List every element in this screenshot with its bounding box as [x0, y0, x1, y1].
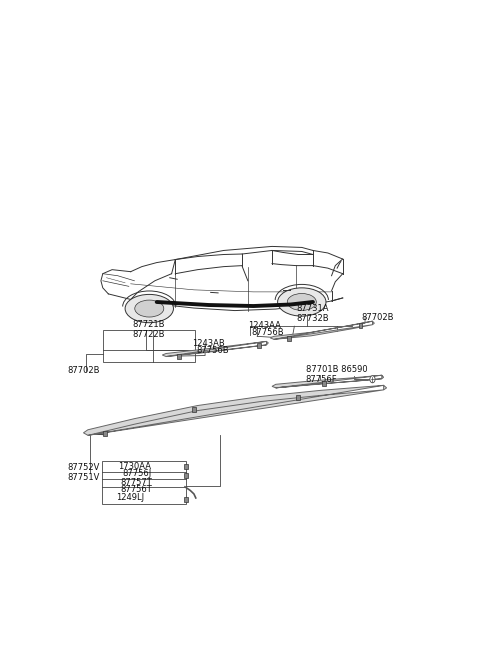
Text: 1243AB: 1243AB — [192, 339, 225, 348]
Text: 87756B: 87756B — [252, 328, 284, 337]
Text: 87702B: 87702B — [67, 366, 100, 375]
Bar — [296, 395, 300, 400]
Bar — [257, 343, 261, 348]
Bar — [177, 354, 181, 359]
Bar — [184, 464, 188, 469]
Ellipse shape — [277, 288, 326, 316]
Text: 1730AA: 1730AA — [118, 462, 151, 470]
Text: 1249LJ: 1249LJ — [117, 493, 144, 502]
Text: 87756T: 87756T — [120, 485, 152, 495]
Ellipse shape — [125, 295, 173, 323]
Text: 87731A
87732B: 87731A 87732B — [296, 304, 329, 323]
Bar — [287, 336, 290, 341]
Text: 1243AA: 1243AA — [248, 321, 281, 330]
Text: 87701B 86590
87756F: 87701B 86590 87756F — [305, 365, 367, 384]
Bar — [322, 380, 326, 386]
Polygon shape — [270, 321, 374, 339]
Text: 87721B
87722B: 87721B 87722B — [132, 319, 165, 339]
Polygon shape — [272, 375, 384, 388]
Text: 87757T: 87757T — [120, 478, 152, 487]
Polygon shape — [162, 341, 268, 357]
Bar — [184, 497, 188, 502]
Text: 87702B: 87702B — [361, 313, 394, 322]
Bar — [184, 473, 188, 478]
Bar — [103, 431, 107, 436]
Polygon shape — [84, 385, 386, 436]
Text: 87756B: 87756B — [196, 346, 229, 355]
Ellipse shape — [135, 300, 164, 317]
Ellipse shape — [288, 293, 316, 310]
Bar — [192, 407, 196, 411]
Text: 87756J: 87756J — [122, 469, 152, 478]
Text: 87752V
87751V: 87752V 87751V — [67, 463, 100, 482]
Bar — [103, 330, 195, 361]
Bar — [102, 461, 186, 504]
Circle shape — [370, 376, 375, 383]
Bar — [359, 323, 362, 328]
